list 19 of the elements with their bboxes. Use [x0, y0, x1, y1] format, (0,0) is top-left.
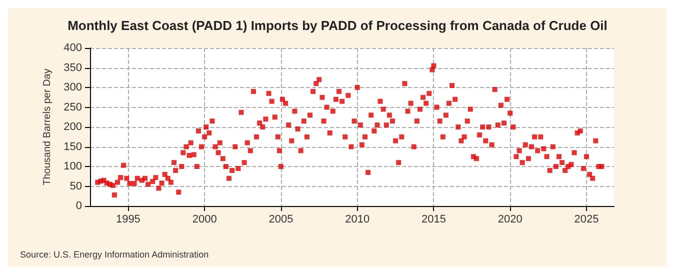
x-tick-label: 1995 [116, 214, 140, 226]
x-tick-label: 2005 [268, 214, 294, 226]
y-tick-label: 150 [64, 140, 82, 153]
y-tick-label: 250 [64, 101, 82, 114]
x-tick-label: 2010 [345, 214, 370, 226]
y-tick-label: 200 [64, 121, 82, 133]
source-note: Source: U.S. Energy Information Administration [20, 250, 209, 260]
y-tick-label: 300 [64, 82, 82, 94]
chart-title: Monthly East Coast (PADD 1) Imports by PADD of Processing from Canada of Crude Oil [68, 18, 608, 33]
y-tick-label: 350 [64, 62, 82, 74]
x-tick-label: 2015 [421, 214, 446, 226]
x-tick-label: 2020 [498, 214, 522, 226]
x-tick-label: 2025 [574, 214, 599, 226]
y-tick-label: 0 [76, 200, 82, 212]
x-tick-label: 2000 [192, 214, 217, 226]
y-axis-title: Thousand Barrels per Day [42, 68, 54, 186]
y-tick-label: 400 [64, 42, 82, 54]
y-tick-label: 100 [64, 160, 82, 172]
y-tick-label: 50 [70, 180, 82, 192]
